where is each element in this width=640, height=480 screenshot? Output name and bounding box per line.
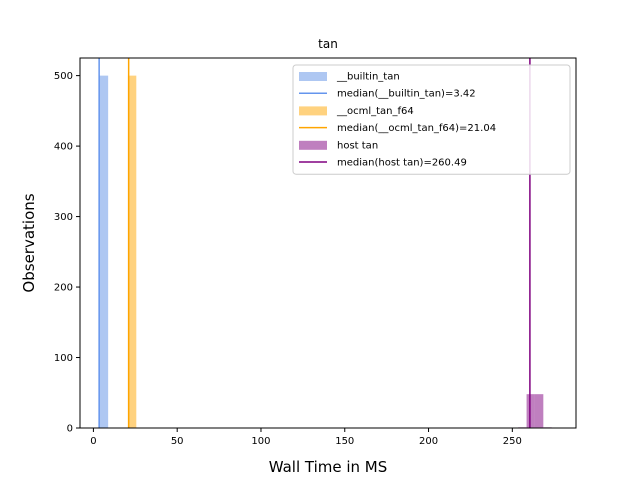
- axis-ticks: 0 50 100 150 200 250 0 100 200 300 400 500: [54, 71, 522, 447]
- y-tick-label-4: 400: [54, 142, 73, 153]
- chart-title: tan: [318, 37, 338, 51]
- histogram-bar-0-0: [98, 75, 109, 428]
- legend-label-4: host tan: [337, 140, 378, 151]
- histogram-bar-2-1: [526, 394, 535, 428]
- y-tick-label-0: 0: [67, 424, 73, 435]
- axes-frame: [79, 57, 577, 429]
- legend-box: [292, 64, 571, 175]
- histogram-bar-1-0: [127, 75, 137, 428]
- x-tick-label-1: 50: [171, 436, 184, 447]
- x-tick-label-2: 100: [251, 436, 270, 447]
- y-axis-label: Observations: [20, 193, 38, 292]
- x-tick-label-4: 200: [419, 436, 438, 447]
- y-tick-label-1: 100: [54, 353, 73, 364]
- legend-swatch-0: [299, 72, 327, 81]
- x-tick-label-0: 0: [90, 436, 96, 447]
- legend-label-2: __ocml_tan_f64: [336, 106, 414, 117]
- legend-label-0: __builtin_tan: [336, 72, 400, 83]
- x-tick-label-3: 150: [335, 436, 354, 447]
- histogram-bar-2-2: [534, 394, 544, 428]
- legend-label-3: median(__ocml_tan_f64)=21.04: [337, 123, 496, 134]
- y-tick-label-5: 500: [54, 71, 73, 82]
- y-tick-label-3: 300: [54, 212, 73, 223]
- x-tick-label-5: 250: [503, 436, 522, 447]
- legend: __builtin_tan median(__builtin_tan)=3.42 _…: [292, 64, 571, 175]
- x-axis-label: Wall Time in MS: [269, 458, 388, 476]
- legend-swatch-2: [299, 106, 327, 116]
- legend-label-1: median(__builtin_tan)=3.42: [337, 89, 476, 100]
- plot-area: [98, 58, 552, 428]
- y-tick-label-2: 200: [54, 283, 73, 294]
- legend-label-5: median(host tan)=260.49: [337, 158, 467, 169]
- legend-swatch-4: [299, 140, 327, 150]
